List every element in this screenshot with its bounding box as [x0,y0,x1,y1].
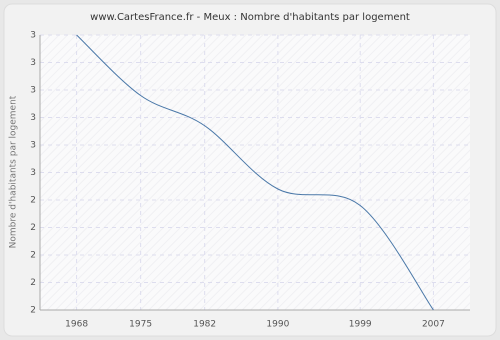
y-tick-label: 2 [30,251,36,261]
x-tick-label: 2007 [422,320,445,330]
y-axis-label: Nombre d'habitants par logement [9,95,19,248]
y-tick-label: 2 [30,223,36,233]
x-tick-label: 1990 [266,320,289,330]
x-tick-label: 1999 [349,320,372,330]
y-tick-label: 3 [30,168,36,178]
chart-title: www.CartesFrance.fr - Meux : Nombre d'ha… [90,12,410,23]
y-tick-label: 2 [30,196,36,206]
y-tick-label: 3 [30,141,36,151]
y-tick-label: 3 [30,31,36,41]
y-tick-label: 3 [30,86,36,96]
y-tick-label: 2 [30,306,36,316]
x-tick-label: 1968 [65,320,88,330]
y-tick-label: 2 [30,278,36,288]
x-tick-label: 1982 [193,320,216,330]
y-tick-label: 3 [30,113,36,123]
x-tick-label: 1975 [129,320,152,330]
y-tick-label: 3 [30,58,36,68]
line [76,34,434,311]
